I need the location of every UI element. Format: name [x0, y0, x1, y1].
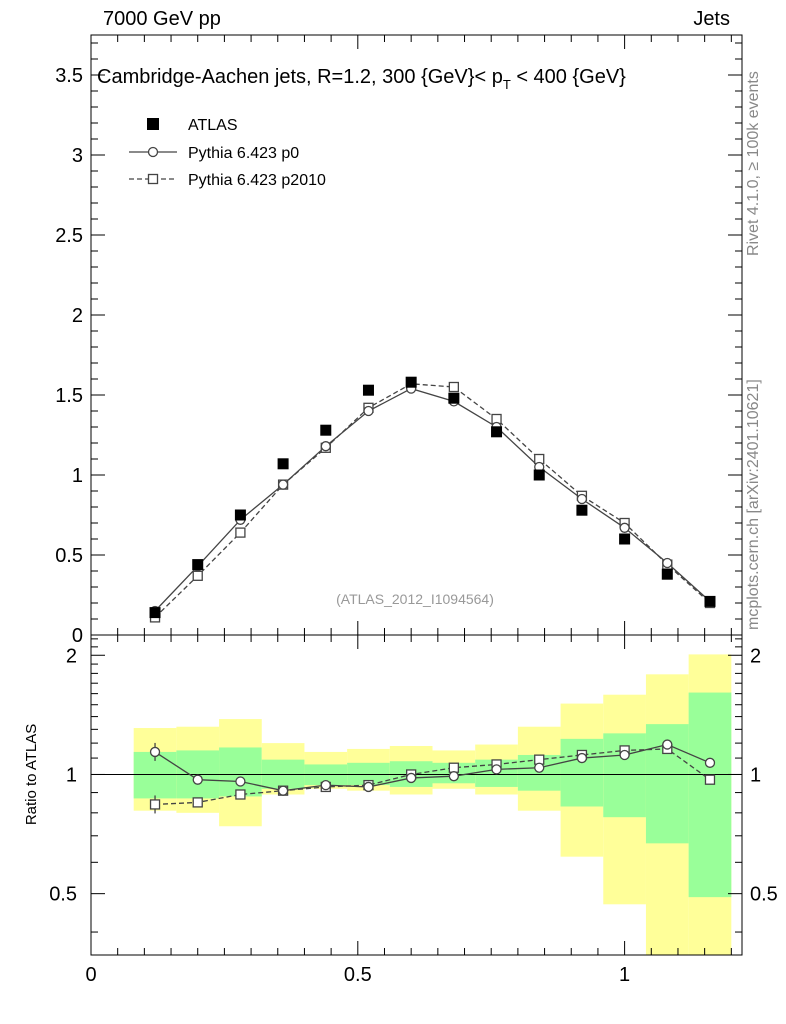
ratio-y-axis-title: Ratio to ATLAS: [23, 724, 40, 825]
main-y-tick-label: 0.5: [55, 545, 83, 567]
band-inner-bin: [688, 692, 732, 898]
ratio-point-p0: [491, 764, 502, 775]
main-series: [149, 376, 716, 623]
x-tick-label: 0: [85, 964, 96, 986]
main-y-axis: 0 0.5 1 1.5 2 2.5 3 3.5: [55, 42, 742, 647]
ratio-point-p0: [277, 785, 289, 796]
ratio-point-p0: [149, 746, 161, 758]
chart-title-main: Cambridge-Aachen jets, R=1.2, 300 {GeV}<…: [97, 66, 503, 88]
point-p0: [619, 522, 630, 533]
point-atlas: [405, 376, 417, 388]
ratio-line-p0: [154, 743, 711, 792]
header-right: Jets: [693, 8, 730, 30]
watermark: (ATLAS_2012_I1094564): [336, 591, 494, 607]
point-p0: [576, 493, 588, 505]
legend-label: ATLAS: [188, 117, 238, 134]
point-atlas: [576, 504, 588, 516]
ratio-point-p2010: [448, 762, 460, 773]
chart-title-tail: < 400 {GeV}: [511, 66, 626, 88]
ratio-frame: [90, 634, 743, 956]
ratio-y-tick-label-right: 2: [750, 645, 761, 667]
point-atlas: [619, 533, 631, 545]
main-y-tick-label: 3.5: [55, 65, 83, 87]
ratio-point-p0: [662, 739, 673, 750]
legend-marker-atlas: [147, 118, 159, 130]
ratio-y-tick-label: 0.5: [49, 884, 77, 906]
chart-title: Cambridge-Aachen jets, R=1.2, 300 {GeV}<…: [97, 66, 626, 92]
point-p0: [662, 557, 673, 569]
main-y-tick-label: 1: [72, 465, 83, 487]
x-tick-label: 1: [619, 964, 630, 986]
legend-marker-p2010: [147, 173, 159, 185]
ratio-point-p2010: [235, 789, 246, 800]
point-atlas: [277, 458, 289, 470]
ratio-series: [149, 739, 716, 814]
ratio-point-p0: [534, 762, 545, 773]
point-p2010: [192, 570, 203, 581]
ratio-point-p0: [363, 781, 374, 793]
point-atlas: [234, 509, 246, 521]
header-left: 7000 GeV pp: [103, 8, 221, 30]
ratio-point-p0: [406, 772, 417, 784]
point-atlas: [362, 384, 374, 396]
point-p2010: [448, 381, 460, 393]
main-y-tick-label: 3: [72, 145, 83, 167]
point-p0: [320, 441, 331, 452]
chart-title-subscript: T: [503, 77, 511, 92]
ratio-point-p0: [448, 771, 460, 782]
main-y-tick-label: 2.5: [55, 225, 83, 247]
ratio-point-p0: [235, 776, 246, 787]
point-atlas: [149, 607, 161, 619]
rivet-label: Rivet 4.1.0, ≥ 100k events: [745, 71, 762, 256]
point-atlas: [320, 424, 332, 436]
series-line-p0: [154, 387, 711, 612]
legend-label: Pythia 6.423 p2010: [188, 172, 326, 189]
point-atlas: [661, 568, 673, 580]
ratio-point-p0: [704, 757, 716, 768]
point-atlas: [448, 392, 460, 404]
point-p0: [277, 479, 289, 490]
ratio-point-p2010: [192, 797, 203, 808]
ratio-y-tick-label: 1: [66, 764, 77, 786]
point-p2010: [235, 527, 246, 538]
point-atlas: [704, 595, 716, 607]
ratio-y-tick-label-right: 0.5: [750, 884, 778, 906]
x-axis: 0 0.5 1: [85, 35, 732, 986]
legend: ATLAS Pythia 6.423 p0 Pythia 6.423 p2010: [129, 117, 326, 189]
band-inner-bin: [560, 738, 604, 807]
main-y-tick-label: 0: [72, 625, 83, 647]
ratio-point-p0: [576, 752, 588, 764]
point-atlas: [491, 426, 503, 438]
point-p0: [363, 405, 374, 417]
series-line-p2010: [154, 383, 711, 618]
ratio-bands: [133, 654, 732, 955]
point-atlas: [533, 469, 545, 481]
ratio-y-axis: 0.5 0.5 1 1 2 2 Ratio to ATLAS: [23, 638, 778, 933]
ratio-y-tick-label: 2: [66, 645, 77, 667]
x-tick-label: 0.5: [344, 964, 372, 986]
main-y-tick-label: 1.5: [55, 385, 83, 407]
ratio-line-p2010: [155, 748, 711, 806]
ratio-point-p2010: [149, 799, 161, 810]
main-y-tick-label: 2: [72, 305, 83, 327]
ratio-point-p2010: [704, 774, 716, 785]
ratio-y-tick-label-right: 1: [750, 764, 761, 786]
legend-label: Pythia 6.423 p0: [188, 145, 299, 162]
ratio-point-p0: [619, 749, 630, 761]
ratio-point-p0: [192, 774, 203, 785]
mcplots-label: mcplots.cern.ch [arXiv:2401.10621]: [745, 379, 762, 630]
ratio-point-p0: [320, 779, 331, 791]
band-inner-bin: [219, 747, 262, 797]
point-atlas: [192, 559, 204, 571]
legend-marker-p0: [147, 146, 159, 158]
